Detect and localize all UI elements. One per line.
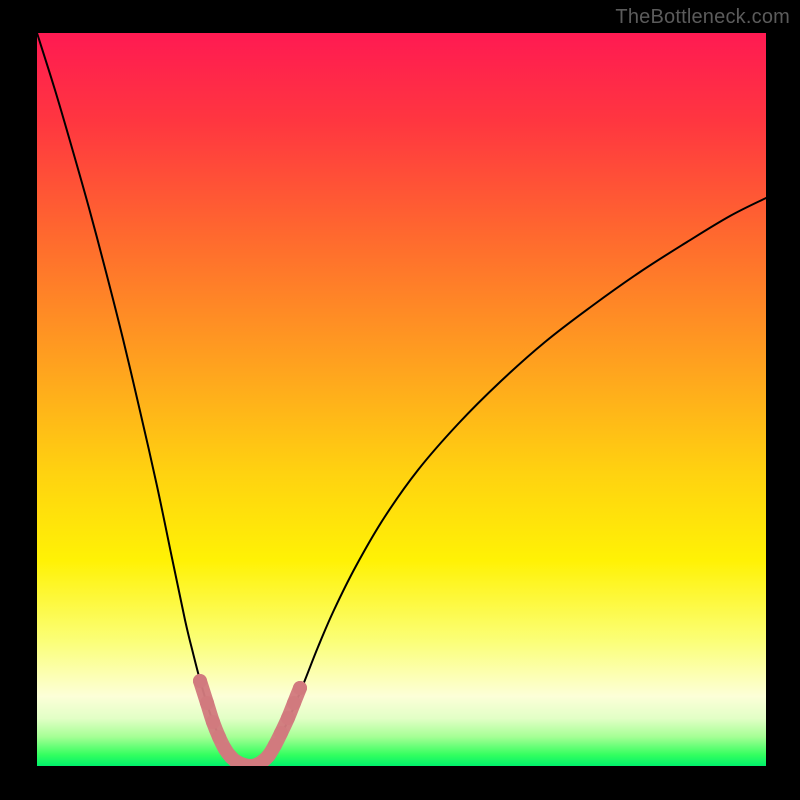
marker-dot: [200, 696, 214, 710]
marker-dot: [193, 674, 207, 688]
chart-stage: TheBottleneck.com: [0, 0, 800, 800]
watermark-text: TheBottleneck.com: [615, 6, 790, 29]
plot-gradient-background: [37, 33, 766, 766]
marker-dot: [274, 726, 288, 740]
marker-dot: [281, 711, 295, 725]
marker-dot: [212, 730, 226, 744]
marker-dot: [268, 738, 282, 752]
bottleneck-chart: [0, 0, 800, 800]
marker-dot: [287, 696, 301, 710]
marker-dot: [206, 715, 220, 729]
marker-dot: [293, 681, 307, 695]
